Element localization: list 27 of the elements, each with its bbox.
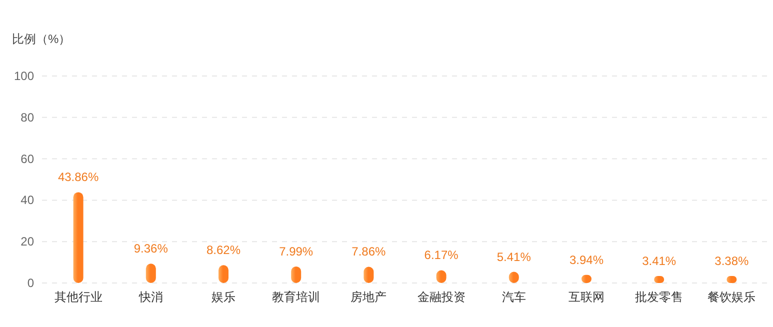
data-label: 8.62% bbox=[206, 243, 241, 258]
x-tick-label: 餐饮娱乐 bbox=[708, 290, 756, 304]
data-label: 3.94% bbox=[569, 252, 604, 267]
x-tick-label: 汽车 bbox=[502, 290, 526, 304]
x-tick-label: 批发零售 bbox=[635, 290, 684, 304]
data-label: 43.86% bbox=[58, 170, 99, 184]
y-tick-label: 100 bbox=[14, 69, 34, 83]
y-tick-label: 0 bbox=[27, 276, 34, 290]
data-label: 6.17% bbox=[424, 248, 459, 262]
x-tick-label: 互联网 bbox=[568, 290, 604, 304]
x-tick-label: 教育培训 bbox=[272, 290, 320, 304]
data-label: 3.41% bbox=[642, 254, 676, 268]
x-tick-label: 房地产 bbox=[350, 290, 387, 304]
x-tick-label: 其他行业 bbox=[54, 290, 102, 304]
y-tick-label: 80 bbox=[20, 110, 34, 124]
y-tick-label: 60 bbox=[20, 152, 34, 166]
y-tick-label: 40 bbox=[20, 193, 34, 208]
x-tick-label: 金融投资 bbox=[417, 290, 466, 304]
x-tick-label: 快消 bbox=[138, 290, 163, 304]
x-tick-label: 娱乐 bbox=[212, 290, 236, 304]
data-label: 5.41% bbox=[496, 250, 532, 264]
y-tick-label: 20 bbox=[20, 234, 34, 249]
data-label: 7.86% bbox=[352, 244, 386, 259]
data-label: 7.99% bbox=[279, 244, 314, 258]
y-axis-title: 比例（%） bbox=[12, 32, 71, 46]
data-label: 9.36% bbox=[134, 242, 168, 256]
data-label: 3.38% bbox=[714, 254, 750, 268]
